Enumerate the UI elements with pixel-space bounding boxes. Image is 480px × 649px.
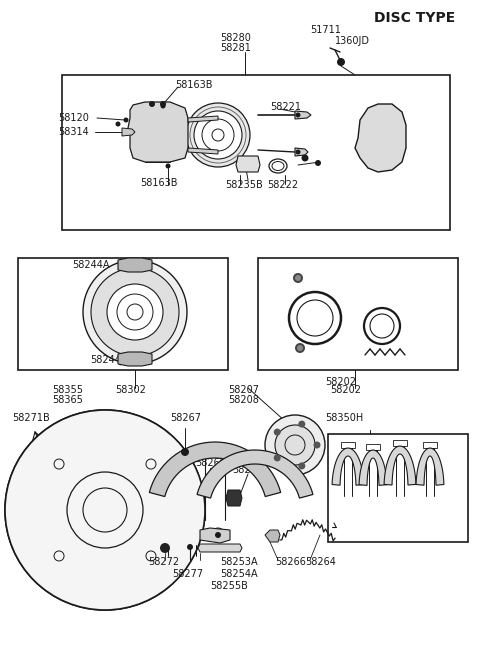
Text: 58266: 58266 [275, 557, 306, 567]
Circle shape [149, 101, 155, 107]
Bar [328, 434, 468, 542]
Circle shape [296, 149, 300, 154]
Text: 58281: 58281 [220, 43, 251, 53]
Circle shape [295, 275, 301, 281]
Text: 58255B: 58255B [210, 581, 248, 591]
Text: 58244A: 58244A [90, 355, 128, 365]
Circle shape [166, 164, 170, 169]
Text: 58272: 58272 [148, 557, 179, 567]
Bar [423, 442, 437, 448]
Text: 58302: 58302 [115, 385, 146, 395]
Circle shape [186, 103, 250, 167]
Text: 58163B: 58163B [140, 178, 178, 188]
Circle shape [116, 121, 120, 127]
Circle shape [160, 101, 166, 107]
Text: 58163B: 58163B [175, 80, 213, 90]
Circle shape [123, 117, 129, 123]
Polygon shape [236, 156, 260, 172]
Circle shape [337, 58, 345, 66]
Polygon shape [332, 448, 364, 485]
Text: 58314: 58314 [58, 127, 89, 137]
Polygon shape [359, 450, 387, 485]
Polygon shape [200, 528, 230, 543]
Circle shape [275, 425, 315, 465]
Text: 58355: 58355 [52, 385, 83, 395]
Circle shape [194, 111, 242, 159]
Text: 51711: 51711 [310, 25, 341, 35]
Text: 58280: 58280 [220, 33, 251, 43]
Polygon shape [128, 102, 188, 162]
Text: 58222: 58222 [267, 180, 298, 190]
Text: 58365: 58365 [52, 395, 83, 405]
Text: 58264: 58264 [305, 557, 336, 567]
Text: 58268: 58268 [232, 465, 263, 475]
Circle shape [274, 454, 281, 461]
Text: 58277: 58277 [172, 569, 203, 579]
Circle shape [83, 260, 187, 364]
Bar [366, 444, 380, 450]
Polygon shape [295, 148, 308, 156]
Bar [258, 258, 458, 370]
Circle shape [160, 543, 170, 553]
Circle shape [296, 112, 300, 117]
Text: 58269: 58269 [195, 458, 226, 468]
Text: DISC TYPE: DISC TYPE [374, 11, 455, 25]
Circle shape [160, 103, 166, 108]
Bar [18, 258, 228, 370]
Polygon shape [197, 450, 313, 498]
Text: 1360JD: 1360JD [335, 36, 370, 46]
Polygon shape [416, 448, 444, 485]
Polygon shape [118, 258, 152, 272]
Bar [341, 442, 355, 448]
Circle shape [274, 428, 281, 435]
Text: 58208: 58208 [228, 395, 259, 405]
Bar [393, 440, 407, 446]
Bar [62, 75, 450, 230]
Circle shape [215, 532, 221, 538]
Polygon shape [226, 490, 242, 506]
Circle shape [187, 544, 193, 550]
Circle shape [181, 448, 189, 456]
Text: 58267: 58267 [170, 413, 201, 423]
Text: 58271B: 58271B [12, 413, 50, 423]
Polygon shape [122, 128, 135, 136]
Polygon shape [355, 104, 406, 172]
Polygon shape [188, 116, 218, 122]
Polygon shape [188, 148, 218, 154]
Text: 58350H: 58350H [325, 413, 363, 423]
Polygon shape [149, 442, 281, 496]
Polygon shape [295, 111, 311, 119]
Circle shape [265, 415, 325, 475]
Circle shape [301, 154, 309, 162]
Circle shape [297, 345, 303, 351]
Circle shape [315, 160, 321, 166]
Circle shape [313, 441, 321, 448]
Circle shape [107, 284, 163, 340]
Polygon shape [118, 352, 152, 366]
Text: 58244A: 58244A [72, 260, 109, 270]
Circle shape [211, 528, 225, 542]
Polygon shape [265, 530, 280, 542]
Text: 58202: 58202 [325, 377, 356, 387]
Circle shape [293, 273, 303, 283]
Text: 58253A: 58253A [220, 557, 258, 567]
Text: 58235B: 58235B [225, 180, 263, 190]
Text: 58254A: 58254A [220, 569, 258, 579]
Circle shape [5, 410, 205, 610]
Text: 58202: 58202 [330, 385, 361, 395]
Circle shape [298, 421, 305, 428]
Text: 58120: 58120 [58, 113, 89, 123]
Circle shape [295, 343, 305, 353]
Polygon shape [198, 544, 242, 552]
Circle shape [298, 463, 305, 469]
Polygon shape [384, 446, 416, 485]
Circle shape [91, 268, 179, 356]
Circle shape [364, 308, 400, 344]
Text: 58207: 58207 [228, 385, 259, 395]
Circle shape [289, 292, 341, 344]
Text: 58221: 58221 [270, 102, 301, 112]
